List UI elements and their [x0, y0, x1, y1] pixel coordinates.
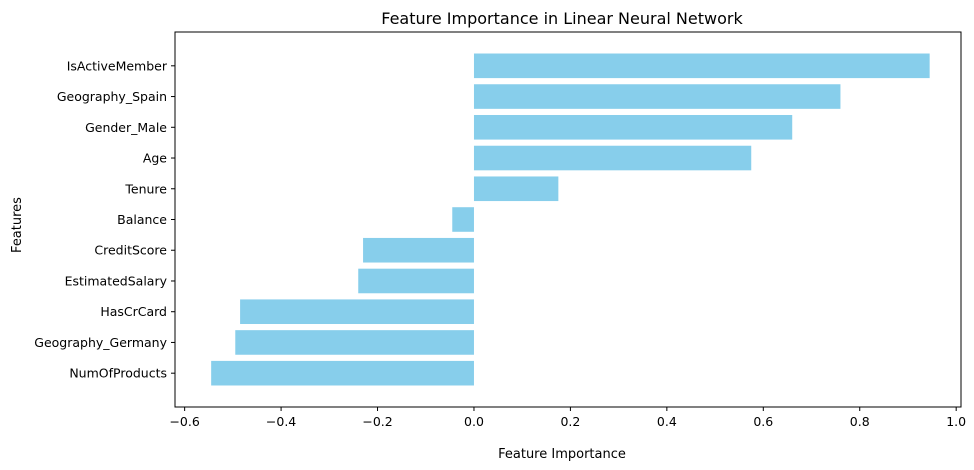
y-axis-ticks: IsActiveMember Geography_Spain Gender_Male…	[34, 58, 175, 381]
bar-hascrcard	[240, 299, 474, 325]
plot-frame	[174, 31, 962, 408]
bar-creditscore	[363, 237, 474, 263]
y-tick-label: Gender_Male	[85, 120, 167, 135]
x-axis-ticks: −0.6 −0.4 −0.2 0.0 0.2 0.4 0.6 0.8 1.0	[169, 407, 966, 429]
x-tick-label: 1.0	[946, 414, 966, 429]
x-tick-label: −0.4	[266, 414, 296, 429]
bar-estimatedsalary	[358, 268, 474, 294]
x-tick-label: 0.0	[464, 414, 484, 429]
x-tick-label: −0.6	[169, 414, 199, 429]
bar-geography-spain	[473, 84, 841, 109]
bar-gender-male	[473, 114, 793, 140]
x-tick-label: 0.4	[657, 414, 677, 429]
y-tick-label: Age	[143, 151, 167, 166]
y-tick-label: Tenure	[124, 181, 167, 196]
x-tick-label: 0.8	[850, 414, 870, 429]
bar-tenure	[473, 176, 559, 202]
y-tick-label: CreditScore	[94, 243, 167, 258]
y-tick-label: EstimatedSalary	[65, 273, 168, 288]
bar-geography-germany	[235, 330, 474, 355]
y-tick-label: Geography_Spain	[57, 89, 167, 104]
bar-isactivemember	[473, 53, 930, 79]
y-axis-label: Features	[10, 197, 25, 253]
y-tick-label: HasCrCard	[100, 304, 167, 319]
x-axis-label: Feature Importance	[498, 447, 626, 462]
bars-group	[211, 53, 930, 386]
y-tick-label: NumOfProducts	[69, 366, 167, 381]
y-tick-label: Geography_Germany	[34, 335, 167, 350]
x-tick-label: −0.2	[362, 414, 392, 429]
bar-balance	[452, 207, 474, 232]
bar-numofproducts	[211, 360, 474, 386]
bar-age	[473, 145, 752, 171]
x-tick-label: 0.6	[753, 414, 773, 429]
y-tick-label: Balance	[117, 212, 167, 227]
chart-title: Feature Importance in Linear Neural Netw…	[381, 9, 743, 28]
x-tick-label: 0.2	[560, 414, 580, 429]
y-tick-label: IsActiveMember	[67, 58, 168, 73]
